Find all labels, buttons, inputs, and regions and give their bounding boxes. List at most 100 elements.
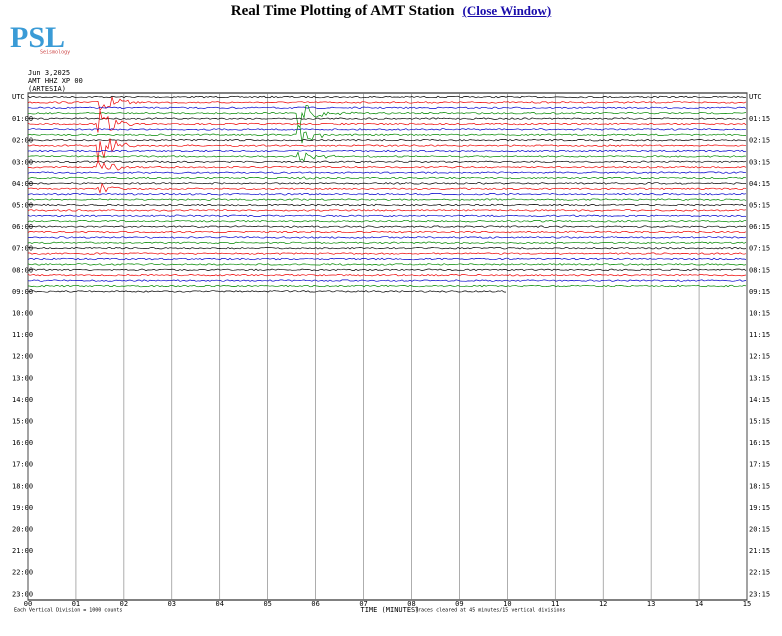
row-label: 03:15	[749, 158, 770, 166]
footnote: Each Vertical Division = 1000 counts	[14, 608, 122, 614]
row-label: 17:00	[12, 461, 33, 469]
x-tick-label: 14	[695, 600, 703, 608]
row-label: 12:00	[12, 353, 33, 361]
trace	[27, 203, 747, 207]
trace	[27, 246, 747, 250]
trace	[28, 225, 747, 228]
row-label: 02:00	[12, 137, 33, 145]
x-tick-label: 09	[455, 600, 463, 608]
row-label: 11:00	[12, 331, 33, 339]
trace	[27, 263, 747, 266]
row-label: 07:00	[12, 245, 33, 253]
plot-frame	[27, 92, 748, 601]
close-link[interactable]: (Close Window)	[462, 3, 552, 18]
logo: PSL	[10, 21, 65, 54]
trace	[27, 230, 747, 234]
row-label: UTC	[749, 93, 762, 101]
trace	[27, 219, 747, 223]
row-label: 22:15	[749, 569, 770, 577]
trace	[27, 192, 747, 196]
trace	[27, 117, 747, 120]
row-label: 09:15	[749, 288, 770, 296]
trace	[27, 279, 747, 282]
row-label: 14:00	[12, 396, 33, 404]
trace	[27, 198, 747, 201]
row-label: 05:00	[12, 202, 33, 210]
trace	[27, 176, 747, 180]
place: (ARTESIA)	[28, 85, 66, 93]
row-label: 10:15	[749, 310, 770, 318]
trace	[27, 96, 747, 111]
x-tick-label: 01	[72, 600, 80, 608]
row-label: 01:15	[749, 115, 770, 123]
trace	[27, 236, 747, 239]
row-label: 20:15	[749, 526, 770, 534]
row-label: 08:00	[12, 266, 33, 274]
row-label: 22:00	[12, 569, 33, 577]
x-tick-label: 10	[503, 600, 511, 608]
x-axis-label: TIME (MINUTES)	[360, 606, 419, 614]
title: Real Time Plotting of AMT Station	[230, 3, 455, 19]
trace	[28, 290, 507, 293]
trace	[27, 95, 747, 99]
trace	[27, 182, 747, 185]
row-label: 04:00	[12, 180, 33, 188]
row-label: 06:15	[749, 223, 770, 231]
row-label: 21:00	[12, 547, 33, 555]
row-label: 15:15	[749, 418, 770, 426]
x-tick-label: 05	[263, 600, 271, 608]
row-label: 15:00	[12, 418, 33, 426]
x-tick-label: 02	[120, 600, 128, 608]
row-label: 14:15	[749, 396, 770, 404]
trace	[27, 182, 747, 195]
row-label: 16:15	[749, 439, 770, 447]
row-label: 06:00	[12, 223, 33, 231]
row-label: 16:00	[12, 439, 33, 447]
trace	[27, 124, 747, 144]
x-tick-label: 03	[168, 600, 176, 608]
row-label: 04:15	[749, 180, 770, 188]
row-label: 19:00	[12, 504, 33, 512]
trace	[27, 105, 747, 128]
trace	[27, 284, 747, 288]
row-label: 19:15	[749, 504, 770, 512]
x-tick-label: 06	[311, 600, 319, 608]
x-tick-label: 13	[647, 600, 655, 608]
header: Real Time Plotting of AMT Station (Close …	[0, 3, 782, 20]
x-tick-label: 07	[359, 600, 367, 608]
row-label: 20:00	[12, 526, 33, 534]
row-label: 03:00	[12, 158, 33, 166]
trace	[27, 151, 747, 162]
trace	[27, 159, 747, 171]
x-tick-label: 00	[24, 600, 32, 608]
row-label: 18:15	[749, 482, 770, 490]
row-label: 13:00	[12, 374, 33, 382]
trace	[27, 110, 747, 133]
logo-sub: Seismology	[40, 50, 70, 56]
row-label: UTC	[12, 93, 25, 101]
trace	[27, 214, 747, 218]
trace	[27, 268, 747, 272]
row-label: 10:00	[12, 310, 33, 318]
trace	[27, 106, 747, 109]
row-label: 23:15	[749, 590, 770, 598]
row-label: 08:15	[749, 266, 770, 274]
x-tick-label: 08	[407, 600, 415, 608]
x-tick-label: 12	[599, 600, 607, 608]
row-label: 01:00	[12, 115, 33, 123]
row-label: 21:15	[749, 547, 770, 555]
trace	[27, 138, 746, 162]
trace	[27, 241, 747, 245]
row-label: 12:15	[749, 353, 770, 361]
trace	[27, 274, 747, 277]
row-label: 13:15	[749, 374, 770, 382]
trace	[27, 128, 746, 131]
trace	[27, 160, 747, 164]
trace	[27, 149, 747, 153]
trace	[27, 257, 747, 261]
row-label: 05:15	[749, 202, 770, 210]
row-label: 23:00	[12, 590, 33, 598]
row-label: 18:00	[12, 482, 33, 490]
